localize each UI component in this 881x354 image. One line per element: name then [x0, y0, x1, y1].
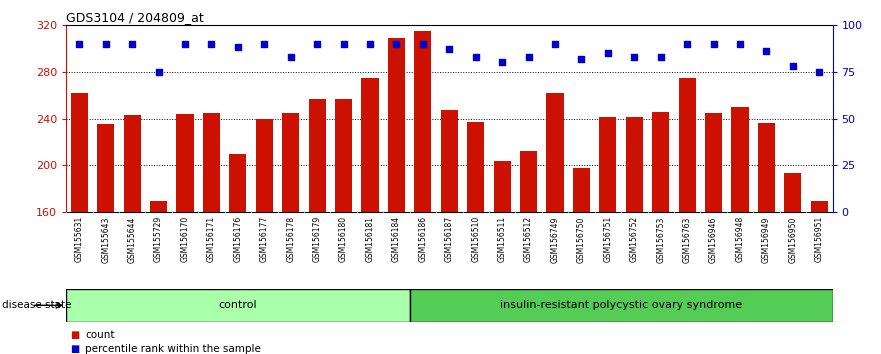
Text: GSM156512: GSM156512: [524, 216, 533, 262]
Text: GSM156750: GSM156750: [577, 216, 586, 263]
Point: [759, 48, 774, 54]
Point: [548, 41, 562, 46]
Text: GSM156510: GSM156510: [471, 216, 480, 262]
Point: [178, 41, 192, 46]
Bar: [150, 201, 167, 212]
Text: control: control: [218, 300, 257, 310]
Text: GSM155631: GSM155631: [75, 216, 84, 262]
Bar: [70, 93, 88, 212]
Bar: [308, 99, 326, 212]
Point: [389, 41, 403, 46]
Text: GSM156180: GSM156180: [339, 216, 348, 262]
Text: GSM156176: GSM156176: [233, 216, 242, 262]
Text: ■: ■: [70, 330, 79, 339]
Point: [416, 41, 430, 46]
Bar: [66, 289, 410, 322]
Bar: [731, 107, 749, 212]
Text: GSM156763: GSM156763: [683, 216, 692, 263]
Bar: [335, 99, 352, 212]
Bar: [678, 78, 696, 212]
Bar: [440, 110, 458, 212]
Text: insulin-resistant polycystic ovary syndrome: insulin-resistant polycystic ovary syndr…: [500, 300, 742, 310]
Bar: [705, 113, 722, 212]
Text: GSM156948: GSM156948: [736, 216, 744, 262]
Text: GSM156187: GSM156187: [445, 216, 454, 262]
Point: [786, 63, 800, 69]
Text: GSM156184: GSM156184: [392, 216, 401, 262]
Text: count: count: [85, 330, 115, 339]
Bar: [361, 78, 379, 212]
Text: percentile rank within the sample: percentile rank within the sample: [85, 344, 262, 354]
Text: GSM155643: GSM155643: [101, 216, 110, 263]
Bar: [546, 93, 564, 212]
Bar: [520, 152, 537, 212]
Point: [469, 54, 483, 59]
Bar: [97, 125, 115, 212]
Text: GSM156751: GSM156751: [603, 216, 612, 262]
Text: GSM156177: GSM156177: [260, 216, 269, 262]
Point: [707, 41, 721, 46]
Point: [812, 69, 826, 74]
Text: GSM156753: GSM156753: [656, 216, 665, 263]
Bar: [123, 115, 141, 212]
Point: [204, 41, 218, 46]
Text: GSM156950: GSM156950: [788, 216, 797, 263]
Point: [522, 54, 536, 59]
Text: GSM156170: GSM156170: [181, 216, 189, 262]
Text: GSM156946: GSM156946: [709, 216, 718, 263]
Text: GSM156171: GSM156171: [207, 216, 216, 262]
Bar: [758, 123, 775, 212]
Text: GSM156179: GSM156179: [313, 216, 322, 262]
Point: [152, 69, 166, 74]
Text: disease state: disease state: [2, 300, 71, 310]
Bar: [255, 119, 273, 212]
Point: [654, 54, 668, 59]
Point: [284, 54, 298, 59]
Point: [574, 56, 589, 61]
Point: [257, 41, 271, 46]
Point: [733, 41, 747, 46]
Bar: [203, 113, 220, 212]
Bar: [811, 201, 828, 212]
Point: [231, 45, 245, 50]
Point: [72, 41, 86, 46]
Text: GSM156178: GSM156178: [286, 216, 295, 262]
Bar: [652, 112, 670, 212]
Text: GSM156749: GSM156749: [551, 216, 559, 263]
Text: GSM156951: GSM156951: [815, 216, 824, 262]
Point: [627, 54, 641, 59]
Bar: [599, 118, 617, 212]
Bar: [467, 122, 485, 212]
Text: GSM156752: GSM156752: [630, 216, 639, 262]
Text: GSM156949: GSM156949: [762, 216, 771, 263]
Point: [363, 41, 377, 46]
Bar: [784, 172, 802, 212]
Text: GSM156186: GSM156186: [418, 216, 427, 262]
Point: [680, 41, 694, 46]
Point: [99, 41, 113, 46]
Bar: [410, 289, 833, 322]
Point: [601, 50, 615, 56]
Bar: [493, 161, 511, 212]
Point: [495, 59, 509, 65]
Text: ■: ■: [70, 344, 79, 354]
Point: [337, 41, 351, 46]
Text: GSM155644: GSM155644: [128, 216, 137, 263]
Text: GSM155729: GSM155729: [154, 216, 163, 262]
Bar: [282, 113, 300, 212]
Bar: [414, 31, 432, 212]
Point: [442, 46, 456, 52]
Bar: [176, 114, 194, 212]
Text: GDS3104 / 204809_at: GDS3104 / 204809_at: [66, 11, 204, 24]
Bar: [229, 154, 247, 212]
Bar: [388, 38, 405, 212]
Text: GSM156181: GSM156181: [366, 216, 374, 262]
Point: [125, 41, 139, 46]
Bar: [573, 168, 590, 212]
Point: [310, 41, 324, 46]
Bar: [626, 118, 643, 212]
Text: GSM156511: GSM156511: [498, 216, 507, 262]
